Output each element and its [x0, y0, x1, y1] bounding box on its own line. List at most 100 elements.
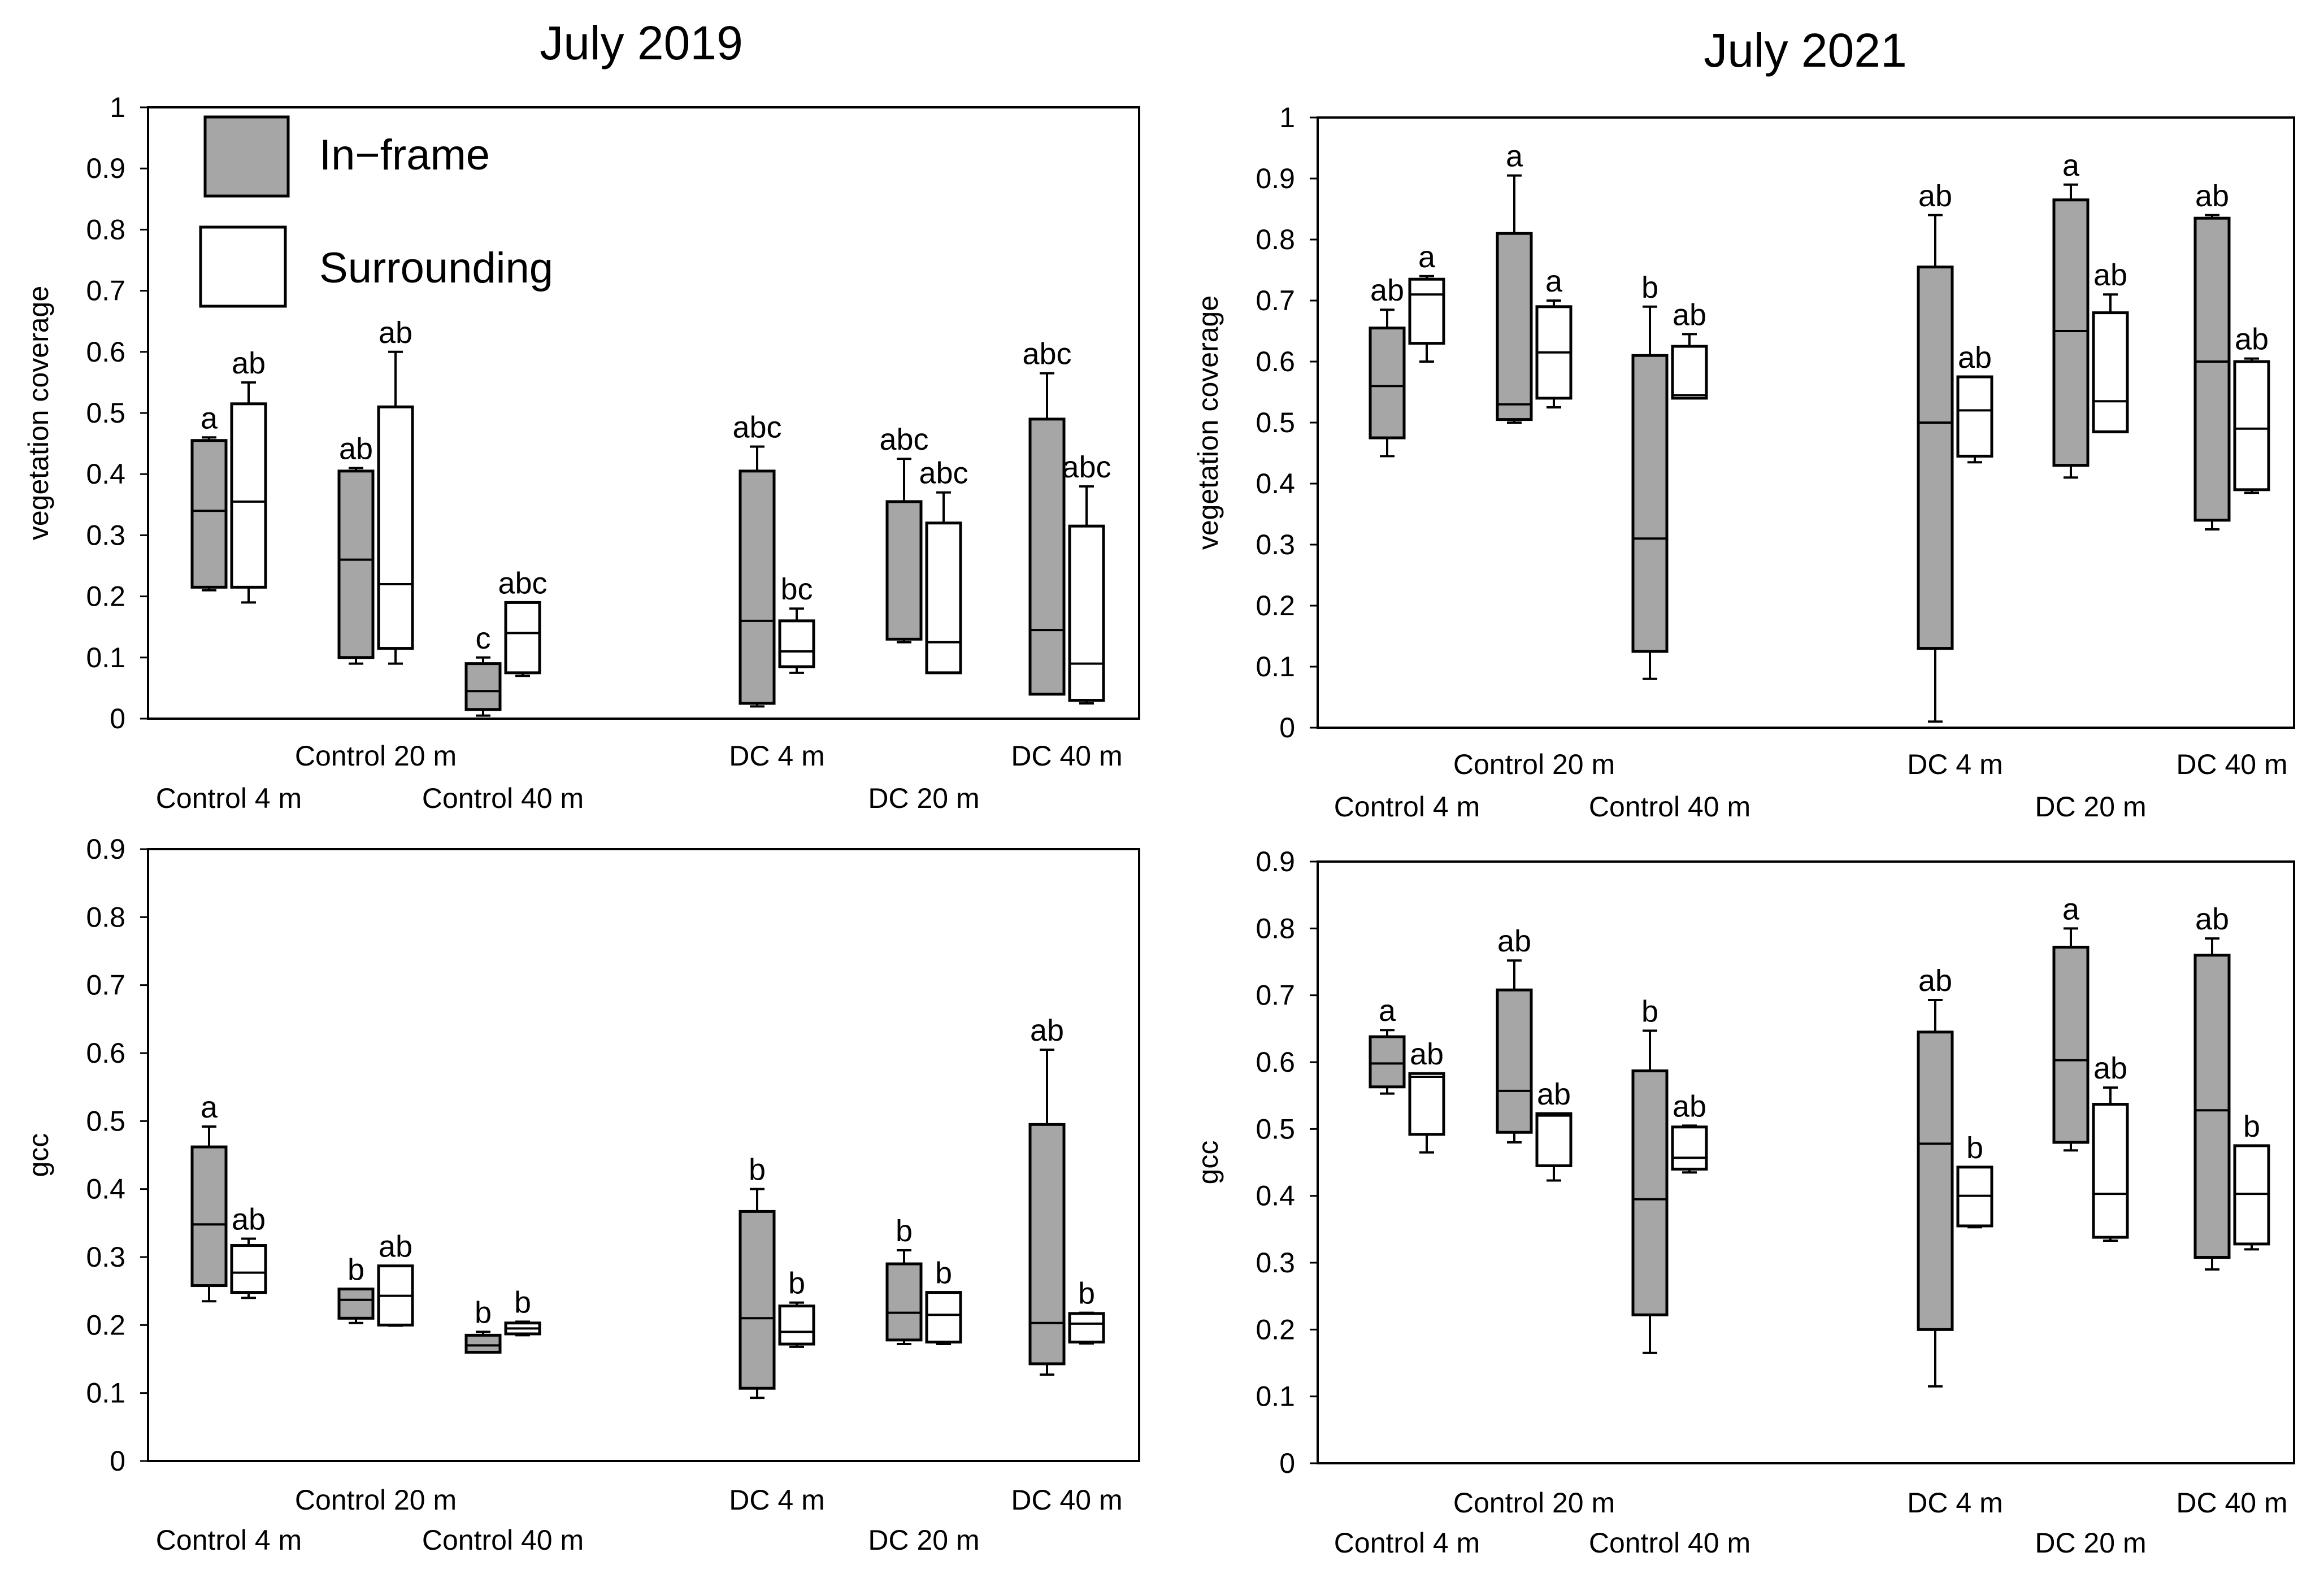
- in-frame-box-control-40-m: b: [1631, 271, 1669, 680]
- significance-label: b: [1641, 271, 1658, 305]
- in-frame-box-control-40-m: b: [1631, 994, 1669, 1354]
- box-body: [464, 1333, 502, 1354]
- significance-label: b: [1966, 1131, 1983, 1165]
- in-frame-box-dc-40-m: ab: [1028, 1014, 1066, 1376]
- box-body: [1496, 232, 1533, 421]
- x-category-label-dc-20-m: DC 20 m: [868, 1524, 979, 1556]
- y-tick-label: 0.3: [86, 1241, 125, 1273]
- significance-label: ab: [1410, 1037, 1444, 1071]
- x-category-label-control-4-m: Control 4 m: [1334, 791, 1480, 823]
- significance-label: ab: [2093, 258, 2127, 292]
- significance-label: a: [1418, 240, 1436, 274]
- y-tick-label: 0.2: [86, 581, 125, 612]
- in-frame-box-control-4-m: a: [190, 1090, 228, 1303]
- significance-label: ab: [1537, 1077, 1571, 1111]
- box-body: [377, 405, 414, 650]
- box-body: [504, 601, 541, 675]
- in-frame-box-control-4-m: a: [190, 401, 228, 592]
- surrounding-box-dc-4-m: ab: [1956, 341, 1993, 464]
- significance-label: c: [476, 621, 491, 655]
- surrounding-box-dc-40-m: abc: [1062, 450, 1111, 705]
- x-category-label-dc-40-m: DC 40 m: [1011, 740, 1122, 772]
- in-frame-box-control-40-m: b: [464, 1295, 502, 1354]
- y-tick-label: 0.8: [86, 214, 125, 245]
- in-frame-box-control-4-m: ab: [1369, 273, 1406, 458]
- in-frame-box-dc-40-m: ab: [2193, 902, 2231, 1271]
- x-category-label-control-20-m: Control 20 m: [295, 1484, 457, 1516]
- significance-label: ab: [2195, 902, 2229, 936]
- significance-label: ab: [232, 346, 266, 380]
- box-body: [190, 1145, 228, 1288]
- x-category-label-dc-4-m: DC 4 m: [729, 1484, 824, 1516]
- surrounding-box-control-20-m: ab: [377, 316, 414, 665]
- y-tick-label: 0.9: [1256, 163, 1295, 194]
- box-body: [1369, 327, 1406, 440]
- y-tick-label: 0.3: [1256, 1247, 1295, 1279]
- significance-label: a: [201, 1090, 218, 1124]
- y-tick-label: 0.8: [86, 901, 125, 933]
- y-tick-label: 0.3: [1256, 529, 1295, 560]
- significance-label: ab: [1918, 179, 1952, 213]
- surrounding-box-control-4-m: ab: [230, 1203, 267, 1299]
- in-frame-box-control-20-m: ab: [1496, 924, 1533, 1143]
- in-frame-box-control-40-m: c: [464, 621, 502, 717]
- box-body: [739, 469, 776, 705]
- y-tick-label: 0: [110, 1445, 125, 1477]
- box-body: [778, 619, 815, 668]
- significance-label: abc: [919, 456, 968, 490]
- significance-label: ab: [1030, 1014, 1064, 1047]
- significance-label: a: [201, 401, 218, 435]
- significance-label: ab: [1370, 273, 1404, 307]
- plot-frame: [147, 848, 1140, 1462]
- significance-label: b: [749, 1153, 766, 1187]
- y-tick-label: 0.3: [86, 519, 125, 551]
- in-frame-box-dc-4-m: ab: [1917, 179, 1954, 723]
- y-tick-label: 0.5: [86, 397, 125, 429]
- significance-label: ab: [2195, 179, 2229, 213]
- y-tick-label: 0.9: [86, 153, 125, 184]
- box-body: [2052, 945, 2090, 1144]
- box-body: [1408, 277, 1445, 345]
- significance-label: a: [1379, 994, 1396, 1028]
- panel-vegetation-2019: 0 0.1 0.2 0.3 0.4 0.5 0.6 0.7 0.8 0.9 1 vegetation …: [23, 16, 1140, 814]
- box-body: [1535, 1112, 1572, 1167]
- y-tick-label: 0.5: [1256, 1113, 1295, 1145]
- significance-label: a: [2062, 149, 2080, 182]
- box-body: [1631, 354, 1669, 653]
- surrounding-box-dc-40-m: b: [2233, 1110, 2270, 1251]
- y-tick-label: 0: [110, 703, 125, 734]
- box-body: [1956, 375, 1993, 458]
- x-category-label-dc-4-m: DC 4 m: [1907, 1487, 2002, 1519]
- y-tick-label: 0.1: [1256, 1381, 1295, 1412]
- significance-label: ab: [2235, 323, 2269, 356]
- box-body: [778, 1305, 815, 1346]
- significance-label: a: [1506, 140, 1523, 173]
- box-body: [1671, 345, 1708, 400]
- surrounding-box-control-20-m: ab: [377, 1230, 414, 1327]
- x-category-label-dc-20-m: DC 20 m: [868, 782, 979, 814]
- significance-label: abc: [879, 423, 928, 456]
- significance-label: b: [896, 1214, 913, 1248]
- significance-label: b: [347, 1253, 364, 1287]
- legend-label-surrounding: Surrounding: [319, 244, 553, 292]
- in-frame-box-control-20-m: a: [1496, 140, 1533, 424]
- y-tick-label: 0.8: [1256, 224, 1295, 255]
- y-tick-label: 0.1: [1256, 651, 1295, 682]
- box-body: [2193, 954, 2231, 1259]
- x-category-label-dc-20-m: DC 20 m: [2035, 791, 2146, 823]
- x-category-label-control-40-m: Control 40 m: [422, 782, 584, 814]
- surrounding-box-control-20-m: ab: [1535, 1077, 1572, 1182]
- box-body: [1369, 1035, 1406, 1089]
- significance-label: ab: [379, 1230, 412, 1264]
- box-body: [230, 402, 267, 589]
- in-frame-box-control-20-m: b: [337, 1253, 375, 1324]
- significance-label: ab: [2093, 1051, 2127, 1085]
- y-axis-label: vegetation coverage: [23, 286, 54, 540]
- box-body: [1631, 1069, 1669, 1316]
- box-body: [925, 1291, 962, 1343]
- x-category-label-dc-20-m: DC 20 m: [2035, 1527, 2146, 1559]
- box-body: [2193, 216, 2231, 522]
- significance-label: a: [2062, 892, 2080, 926]
- y-axis-label: vegetation coverage: [1192, 295, 1224, 550]
- box-body: [1671, 1125, 1708, 1171]
